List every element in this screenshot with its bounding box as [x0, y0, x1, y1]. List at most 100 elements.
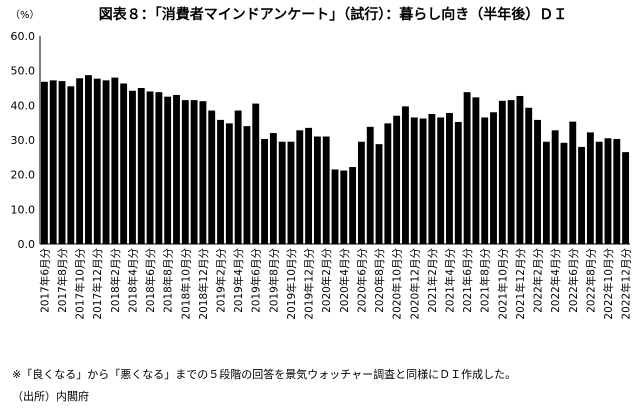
- x-tick-label: 2019年10月分: [285, 248, 298, 320]
- bar: [102, 80, 110, 245]
- bars: [40, 75, 630, 245]
- bar: [437, 117, 445, 244]
- bar: [120, 83, 128, 245]
- bar: [472, 97, 480, 244]
- bar: [604, 138, 612, 244]
- chart-title: 図表８：「消費者マインドアンケート」（試行）：暮らし向き（半年後）ＤＩ: [99, 6, 567, 23]
- x-tick-label: 2018年6月分: [144, 248, 157, 313]
- y-tick-label: 50.0: [11, 65, 36, 78]
- x-tick-label: 2021年10月分: [496, 248, 509, 320]
- bar: [622, 152, 630, 244]
- x-tick-label: 2017年6月分: [38, 248, 51, 313]
- bar: [560, 142, 568, 244]
- x-tick-label: 2020年8月分: [373, 248, 386, 313]
- y-axis-unit: （%）: [10, 9, 40, 21]
- bar: [85, 75, 92, 244]
- x-tick-label: 2019年4月分: [232, 248, 245, 313]
- x-tick-label: 2022年4月分: [549, 248, 562, 313]
- y-tick-label: 20.0: [11, 169, 36, 182]
- bar: [349, 167, 357, 244]
- x-tick-label: 2021年6月分: [461, 248, 474, 313]
- y-axis-ticks: 60.0 50.0 40.0 30.0 20.0 10.0 0.0: [11, 30, 36, 251]
- bar: [375, 144, 383, 244]
- bar: [111, 77, 119, 244]
- bar: [261, 138, 268, 244]
- bar: [516, 95, 524, 244]
- bar: [93, 78, 101, 244]
- bar: [525, 107, 533, 244]
- x-tick-label: 2020年12月分: [408, 248, 421, 320]
- bar: [129, 90, 136, 245]
- chart-area: 図表８：「消費者マインドアンケート」（試行）：暮らし向き（半年後）ＤＩ （%） …: [10, 6, 633, 320]
- x-tick-label: 2022年8月分: [584, 248, 597, 313]
- x-tick-label: 2018年10月分: [179, 248, 192, 320]
- bar: [234, 110, 242, 244]
- source-note: （出所）内閣府: [12, 390, 89, 403]
- bar: [340, 170, 348, 244]
- x-tick-label: 2018年8月分: [162, 248, 175, 313]
- bar: [146, 91, 154, 244]
- bar: [252, 103, 260, 244]
- bar: [613, 138, 621, 244]
- x-tick-label: 2020年2月分: [320, 248, 333, 313]
- bar: [428, 114, 436, 244]
- bar: [190, 100, 198, 244]
- bar: [490, 112, 497, 245]
- x-tick-label: 2017年8月分: [56, 248, 69, 313]
- x-tick-label: 2019年2月分: [215, 248, 228, 313]
- x-tick-label: 2018年12月分: [197, 248, 210, 320]
- bar: [569, 121, 577, 244]
- bar: [164, 96, 172, 244]
- bar: [542, 141, 550, 244]
- x-tick-label: 2018年2月分: [109, 248, 122, 313]
- x-tick-label: 2020年4月分: [338, 248, 351, 313]
- x-tick-label: 2021年8月分: [479, 248, 492, 313]
- x-tick-label: 2022年2月分: [532, 248, 545, 313]
- bar: [481, 117, 489, 244]
- bar: [393, 115, 401, 244]
- bar: [225, 123, 233, 244]
- x-tick-label: 2021年12月分: [514, 248, 527, 320]
- bar: [366, 126, 374, 244]
- bar: [507, 100, 515, 244]
- x-tick-label: 2019年8月分: [267, 248, 280, 313]
- bar: [305, 127, 313, 244]
- bar: [155, 92, 163, 244]
- x-axis-tick-labels: 2017年6月分 2017年8月分 2017年10月分 2017年12月分 2018年2…: [38, 248, 632, 320]
- x-tick-label: 2020年10月分: [391, 248, 404, 320]
- bar: [137, 88, 145, 244]
- bar: [454, 121, 462, 244]
- y-tick-label: 0.0: [18, 238, 36, 251]
- x-tick-label: 2022年10月分: [602, 248, 615, 320]
- bar: [208, 110, 216, 244]
- x-tick-label: 2021年2月分: [426, 248, 439, 313]
- bar: [322, 136, 330, 244]
- x-tick-label: 2020年6月分: [355, 248, 368, 313]
- bar: [586, 132, 594, 244]
- bar: [58, 81, 66, 244]
- bar: [67, 86, 75, 245]
- bar: [446, 112, 453, 245]
- x-tick-label: 2017年10月分: [74, 248, 87, 320]
- bar: [498, 100, 506, 244]
- bar: [49, 80, 57, 245]
- bar: [217, 119, 224, 244]
- bar: [402, 106, 409, 245]
- x-tick-label: 2019年6月分: [250, 248, 263, 313]
- bar: [419, 118, 427, 244]
- footnote: ※「良くなる」から「悪くなる」までの５段階の回答を景気ウォッチャー調査と同様にＤ…: [12, 368, 517, 381]
- bar: [181, 100, 189, 244]
- x-tick-label: 2018年4月分: [126, 248, 139, 313]
- y-tick-label: 30.0: [11, 134, 36, 147]
- bar: [269, 133, 277, 244]
- bar: [76, 78, 84, 244]
- y-tick-label: 40.0: [11, 99, 36, 112]
- bar: [331, 169, 339, 244]
- bar: [287, 141, 295, 244]
- bar: [296, 130, 304, 244]
- bar: [410, 117, 418, 244]
- bar: [463, 92, 471, 244]
- x-tick-label: 2019年12月分: [303, 248, 316, 320]
- bar: [357, 141, 365, 244]
- bar: [199, 101, 207, 244]
